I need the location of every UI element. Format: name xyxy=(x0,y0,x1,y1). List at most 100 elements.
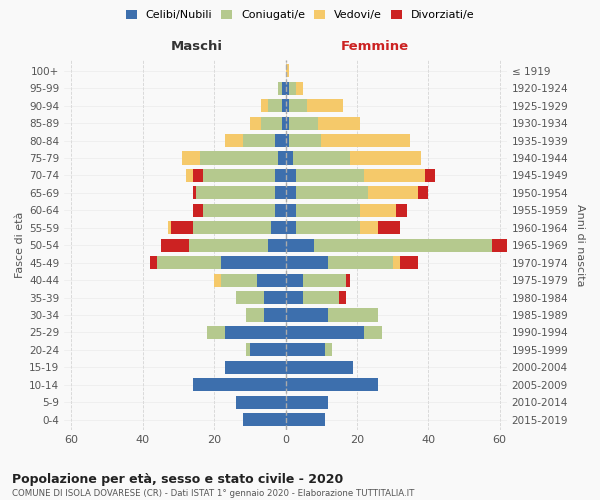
Bar xyxy=(203,169,275,182)
Bar xyxy=(193,204,203,217)
Text: Femmine: Femmine xyxy=(341,40,409,54)
Bar xyxy=(196,186,275,200)
Bar xyxy=(364,326,382,339)
Bar xyxy=(282,99,286,112)
Bar xyxy=(304,291,339,304)
Bar xyxy=(214,274,221,286)
Bar xyxy=(328,256,392,269)
Bar xyxy=(293,152,350,164)
Bar xyxy=(150,256,157,269)
Bar xyxy=(289,116,317,130)
Bar xyxy=(286,204,296,217)
Bar xyxy=(271,221,286,234)
Bar xyxy=(286,221,296,234)
Bar xyxy=(286,291,304,304)
Bar xyxy=(400,256,418,269)
Bar xyxy=(346,274,350,286)
Bar xyxy=(286,169,296,182)
Bar xyxy=(246,308,264,322)
Bar xyxy=(264,308,286,322)
Bar xyxy=(203,204,275,217)
Bar xyxy=(361,221,378,234)
Bar xyxy=(193,221,271,234)
Bar xyxy=(264,291,286,304)
Bar xyxy=(260,116,282,130)
Bar xyxy=(225,361,286,374)
Bar xyxy=(286,64,289,78)
Bar xyxy=(289,82,296,94)
Bar xyxy=(296,82,304,94)
Text: Maschi: Maschi xyxy=(170,40,222,54)
Bar xyxy=(278,82,282,94)
Bar xyxy=(221,274,257,286)
Bar xyxy=(286,186,296,200)
Bar xyxy=(286,413,325,426)
Bar xyxy=(368,186,418,200)
Bar xyxy=(321,134,410,147)
Y-axis label: Anni di nascita: Anni di nascita xyxy=(575,204,585,286)
Bar xyxy=(221,256,286,269)
Bar xyxy=(193,169,203,182)
Bar xyxy=(268,99,282,112)
Bar xyxy=(296,204,361,217)
Bar xyxy=(268,238,286,252)
Bar xyxy=(296,186,368,200)
Bar xyxy=(286,308,328,322)
Legend: Celibi/Nubili, Coniugati/e, Vedovi/e, Divorziati/e: Celibi/Nubili, Coniugati/e, Vedovi/e, Di… xyxy=(121,6,479,25)
Bar xyxy=(246,344,250,356)
Bar xyxy=(286,134,289,147)
Bar xyxy=(275,169,286,182)
Bar xyxy=(314,238,493,252)
Bar xyxy=(275,204,286,217)
Bar xyxy=(286,152,293,164)
Bar xyxy=(278,152,286,164)
Bar xyxy=(286,274,304,286)
Bar xyxy=(364,169,425,182)
Bar xyxy=(361,204,396,217)
Bar xyxy=(325,344,332,356)
Bar xyxy=(282,82,286,94)
Bar xyxy=(392,256,400,269)
Text: COMUNE DI ISOLA DOVARESE (CR) - Dati ISTAT 1° gennaio 2020 - Elaborazione TUTTIT: COMUNE DI ISOLA DOVARESE (CR) - Dati IST… xyxy=(12,489,415,498)
Bar xyxy=(296,169,364,182)
Bar xyxy=(225,134,242,147)
Bar xyxy=(286,396,328,409)
Bar xyxy=(275,186,286,200)
Bar xyxy=(189,238,268,252)
Bar xyxy=(350,152,421,164)
Bar xyxy=(242,413,286,426)
Bar xyxy=(161,238,189,252)
Bar xyxy=(168,221,172,234)
Bar xyxy=(396,204,407,217)
Bar xyxy=(200,152,278,164)
Bar xyxy=(236,396,286,409)
Bar xyxy=(339,291,346,304)
Bar xyxy=(378,221,400,234)
Bar xyxy=(250,344,286,356)
Bar xyxy=(286,238,314,252)
Bar xyxy=(275,134,286,147)
Bar xyxy=(185,169,193,182)
Bar xyxy=(286,361,353,374)
Bar xyxy=(157,256,221,269)
Bar xyxy=(317,116,361,130)
Bar xyxy=(418,186,428,200)
Bar xyxy=(286,256,328,269)
Bar xyxy=(425,169,436,182)
Bar xyxy=(182,152,200,164)
Bar xyxy=(236,291,264,304)
Bar xyxy=(286,99,289,112)
Bar xyxy=(193,378,286,392)
Bar xyxy=(328,308,378,322)
Bar xyxy=(207,326,225,339)
Bar xyxy=(172,221,193,234)
Bar xyxy=(286,116,289,130)
Bar xyxy=(304,274,346,286)
Bar xyxy=(257,274,286,286)
Bar xyxy=(242,134,275,147)
Bar xyxy=(493,238,510,252)
Bar xyxy=(282,116,286,130)
Bar xyxy=(286,344,325,356)
Bar xyxy=(286,326,364,339)
Bar xyxy=(193,186,196,200)
